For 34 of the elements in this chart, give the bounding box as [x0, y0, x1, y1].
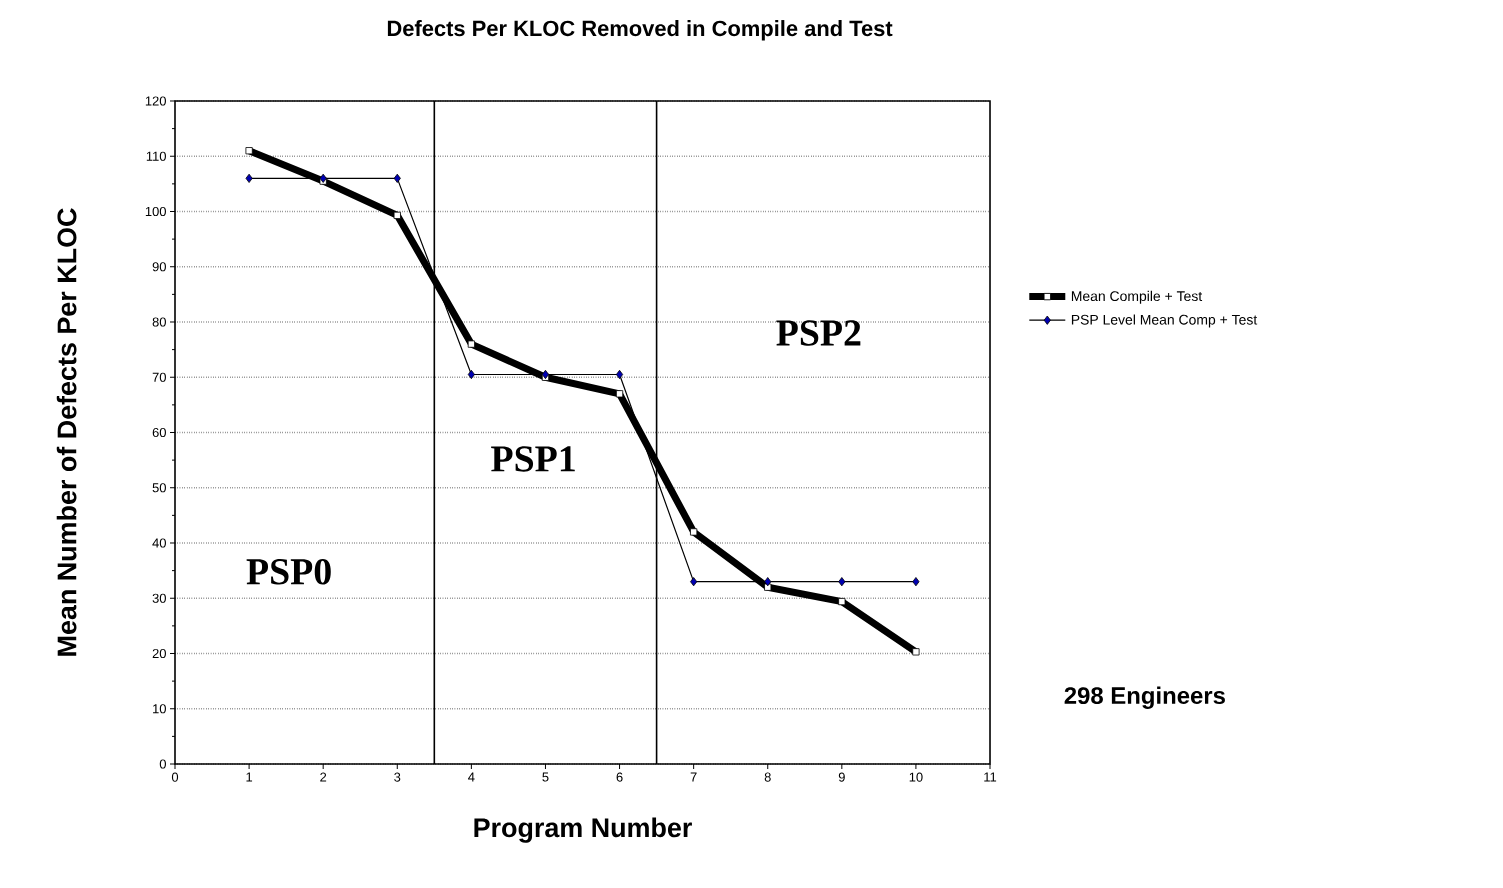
- y-tick-label: 100: [145, 206, 166, 217]
- y-tick-label: 50: [152, 483, 166, 493]
- y-tick-label: 110: [146, 151, 166, 161]
- y-tick-label: 30: [152, 593, 166, 603]
- annotation: PSP2: [776, 320, 861, 346]
- x-tick-label: 6: [616, 772, 623, 782]
- x-tick-label: 5: [542, 772, 549, 782]
- text: 298 Engineers: [1064, 686, 1225, 709]
- y-tick-label: 120: [145, 96, 166, 106]
- y-tick-label: 10: [153, 704, 166, 714]
- x-tick-label: 7: [690, 772, 697, 782]
- y-tick-label: 90: [152, 262, 166, 272]
- y-tick-label: 40: [152, 538, 166, 548]
- legend-label: Mean Compile + Test: [1071, 290, 1203, 304]
- x-tick-label: 1: [246, 772, 253, 782]
- legend-label: PSP Level Mean Comp + Test: [1071, 314, 1258, 328]
- annotation: PSP1: [491, 446, 575, 472]
- y-tick-label: 70: [152, 372, 166, 382]
- x-tick-label: 9: [838, 772, 845, 782]
- x-tick-label: 3: [394, 772, 401, 782]
- x-tick-label: 4: [468, 772, 475, 782]
- x-tick-label: 8: [764, 772, 771, 782]
- x-axis-title: Program Number: [474, 817, 692, 843]
- x-tick-label: 10: [909, 772, 923, 782]
- x-tick-label: 0: [171, 772, 179, 782]
- annotation: PSP0: [246, 558, 331, 585]
- y-axis-title: Mean Number of Defects Per KLOC: [56, 208, 77, 656]
- chart-title: Defects Per KLOC Removed in Compile and Test: [387, 20, 893, 41]
- y-tick-label: 0: [159, 759, 166, 769]
- x-tick-label: 11: [984, 772, 997, 782]
- y-tick-label: 80: [152, 317, 166, 327]
- x-tick-label: 2: [320, 772, 327, 782]
- y-tick-label: 60: [152, 427, 166, 438]
- y-tick-label: 20: [152, 648, 166, 659]
